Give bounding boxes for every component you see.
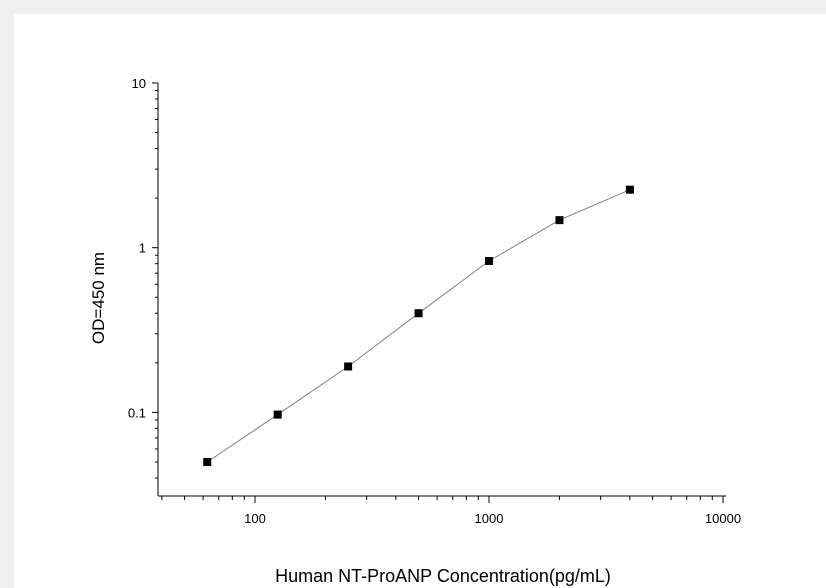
data-point (414, 309, 423, 318)
data-point (485, 257, 493, 266)
y-tick-label: 0.1 (128, 405, 146, 420)
y-axis-label: OD=450 nm (89, 252, 108, 344)
curve-line (206, 189, 631, 463)
data-point (555, 216, 564, 225)
data-point (344, 362, 353, 371)
tick-group: 0.1 1 10 100 1000 10000 (128, 76, 741, 526)
x-tick-label: 100 (244, 511, 266, 526)
points-group (203, 185, 634, 466)
data-point (203, 457, 212, 466)
data-point (625, 185, 634, 194)
x-tick-label: 1000 (475, 511, 504, 526)
y-tick-label: 1 (139, 241, 146, 256)
curve-group (206, 189, 631, 463)
axes (157, 83, 726, 497)
x-axis-label: Human NT-ProANP Concentration(pg/mL) (275, 566, 611, 586)
x-tick-label: 10000 (705, 511, 741, 526)
data-point (273, 410, 282, 419)
y-tick-label: 10 (132, 76, 146, 91)
chart-frame (14, 14, 826, 588)
